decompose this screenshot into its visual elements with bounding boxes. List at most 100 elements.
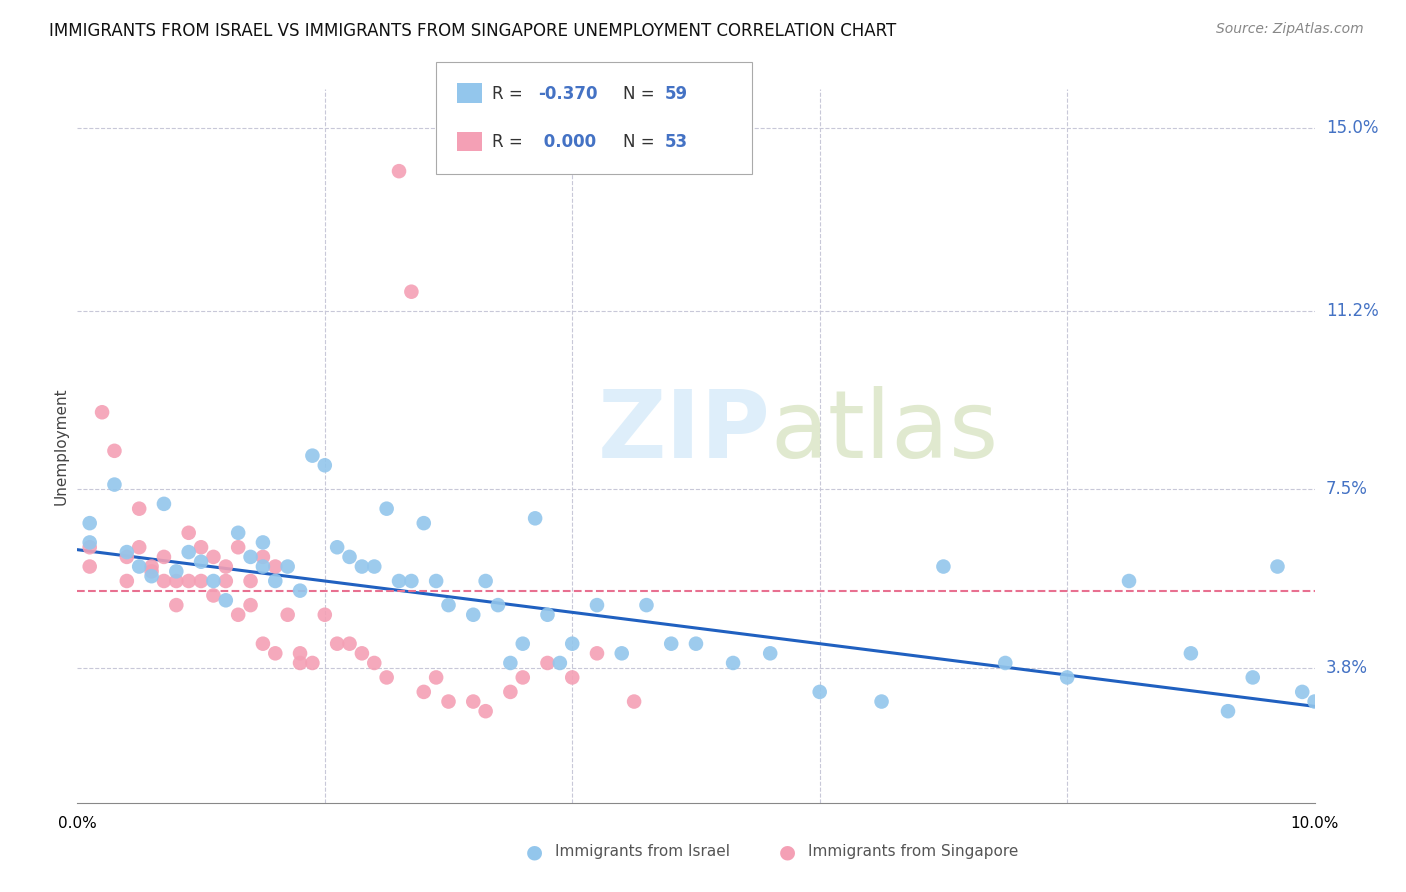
Point [79, 516, 101, 530]
Point [128, 541, 150, 555]
Point [226, 607, 249, 622]
Point [288, 583, 311, 598]
Point [499, 656, 522, 670]
Point [252, 559, 274, 574]
Point [202, 589, 225, 603]
Point [474, 704, 496, 718]
Point [425, 574, 447, 588]
Point [215, 559, 238, 574]
Point [685, 637, 707, 651]
Point [264, 646, 287, 660]
Point [177, 545, 200, 559]
Point [277, 607, 299, 622]
Point [561, 637, 583, 651]
Text: 15.0%: 15.0% [1326, 119, 1378, 136]
Point [636, 598, 658, 612]
Point [115, 574, 138, 588]
Text: 3.8%: 3.8% [1326, 659, 1368, 677]
Point [128, 559, 150, 574]
Point [277, 559, 299, 574]
Point [202, 549, 225, 564]
Point [586, 646, 609, 660]
Text: atlas: atlas [770, 385, 998, 478]
Point [288, 656, 311, 670]
Y-axis label: Unemployment: Unemployment [53, 387, 69, 505]
Point [524, 511, 547, 525]
Point [808, 685, 831, 699]
Text: 7.5%: 7.5% [1326, 481, 1368, 499]
Text: ●: ● [526, 842, 543, 862]
Point [388, 574, 411, 588]
Point [1118, 574, 1140, 588]
Text: N =: N = [623, 133, 659, 151]
Text: R =: R = [492, 133, 529, 151]
Text: R =: R = [492, 85, 529, 103]
Point [141, 569, 163, 583]
Point [548, 656, 571, 670]
Point [252, 637, 274, 651]
Point [79, 559, 101, 574]
Point [190, 541, 212, 555]
Point [499, 685, 522, 699]
Point [870, 694, 893, 708]
Point [474, 574, 496, 588]
Text: Source: ZipAtlas.com: Source: ZipAtlas.com [1216, 22, 1364, 37]
Point [326, 541, 349, 555]
Point [412, 516, 434, 530]
Point [314, 458, 336, 473]
Point [165, 598, 187, 612]
Point [375, 501, 398, 516]
Point [239, 549, 262, 564]
Point [1291, 685, 1313, 699]
Point [363, 656, 385, 670]
Point [202, 574, 225, 588]
Point [1180, 646, 1202, 660]
Point [153, 497, 176, 511]
Point [79, 541, 101, 555]
Text: 53: 53 [665, 133, 688, 151]
Point [215, 593, 238, 607]
Point [264, 559, 287, 574]
Point [226, 525, 249, 540]
Point [412, 685, 434, 699]
Text: 59: 59 [665, 85, 688, 103]
Point [264, 574, 287, 588]
Point [437, 694, 460, 708]
Point [759, 646, 782, 660]
Point [326, 637, 349, 651]
Point [1241, 670, 1264, 684]
Point [401, 285, 423, 299]
Point [339, 549, 361, 564]
Point [623, 694, 645, 708]
Text: ZIP: ZIP [598, 385, 770, 478]
Point [79, 535, 101, 549]
Point [115, 545, 138, 559]
Text: Immigrants from Israel: Immigrants from Israel [555, 845, 730, 859]
Point [486, 598, 509, 612]
Point [1056, 670, 1078, 684]
Point [301, 656, 323, 670]
Point [226, 541, 249, 555]
Point [301, 449, 323, 463]
Text: ●: ● [779, 842, 796, 862]
Point [103, 477, 125, 491]
Point [128, 501, 150, 516]
Point [586, 598, 609, 612]
Point [165, 565, 187, 579]
Point [339, 637, 361, 651]
Point [288, 646, 311, 660]
Point [375, 670, 398, 684]
Point [610, 646, 633, 660]
Point [463, 607, 485, 622]
Point [659, 637, 682, 651]
Point [177, 525, 200, 540]
Point [932, 559, 955, 574]
Point [1267, 559, 1289, 574]
Point [1216, 704, 1239, 718]
Point [153, 549, 176, 564]
Text: 11.2%: 11.2% [1326, 302, 1378, 320]
Point [141, 565, 163, 579]
Point [350, 646, 373, 660]
Point [215, 574, 238, 588]
Point [994, 656, 1017, 670]
